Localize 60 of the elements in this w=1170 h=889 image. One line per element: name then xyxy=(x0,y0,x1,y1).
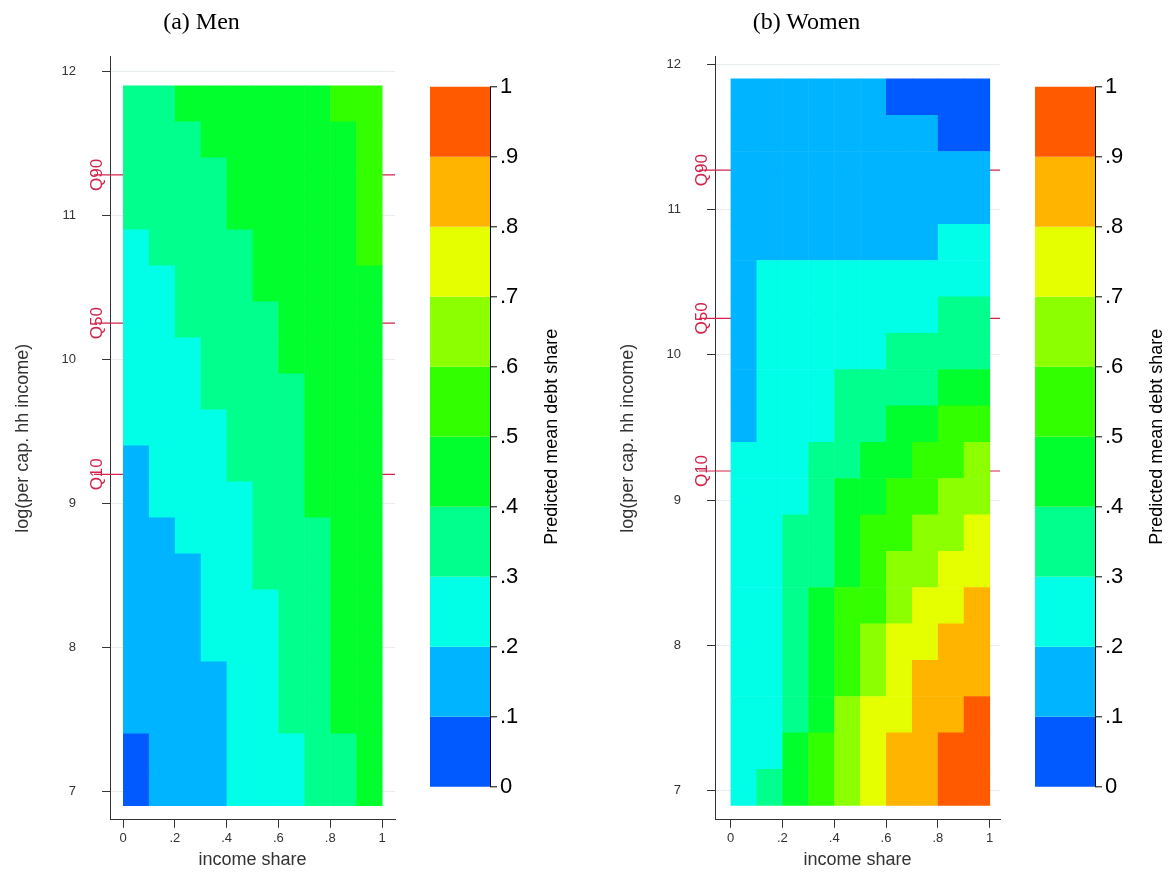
x-tick-label: 0 xyxy=(119,830,127,846)
ref-line-label: Q50 xyxy=(86,307,106,340)
x-tick-label: .2 xyxy=(169,830,181,846)
color-bar-label: .2 xyxy=(500,632,519,658)
color-bar-label: .6 xyxy=(500,352,519,378)
y-tick-label: 12 xyxy=(61,62,77,78)
x-tick-label: .8 xyxy=(932,830,944,846)
color-bar-label: .1 xyxy=(500,702,519,728)
color-bar-label: .9 xyxy=(500,142,519,168)
x-tick-label: .4 xyxy=(221,830,233,846)
y-tick-label: 9 xyxy=(68,494,77,510)
y-tick-label: 11 xyxy=(667,200,682,216)
y-tick-label: 7 xyxy=(68,782,77,798)
ref-line-label: Q90 xyxy=(691,154,711,187)
x-tick-label: 1 xyxy=(378,830,386,846)
x-axis-title: income share xyxy=(803,849,912,870)
color-bar-label: .2 xyxy=(1105,632,1124,658)
color-bar-label: .9 xyxy=(1105,142,1124,168)
y-tick-label: 10 xyxy=(666,346,682,362)
ref-line-label: Q10 xyxy=(86,458,106,491)
y-tick-label: 12 xyxy=(666,55,682,71)
x-tick-label: .2 xyxy=(776,830,788,846)
color-bar-label: .8 xyxy=(500,212,519,238)
y-axis-title: log(per cap. hh income) xyxy=(11,343,32,533)
y-tick-label: 11 xyxy=(62,206,77,222)
color-bar-label: .7 xyxy=(1105,282,1124,308)
x-tick-label: 1 xyxy=(986,830,994,846)
chart-title: (b) Women xyxy=(752,7,861,34)
x-tick-label: .8 xyxy=(324,830,336,846)
x-tick-label: .4 xyxy=(828,830,840,846)
color-bar-label: .4 xyxy=(1105,492,1124,518)
color-bar-label: .6 xyxy=(1105,352,1124,378)
x-tick-label: .6 xyxy=(880,830,892,846)
color-bar-label: 0 xyxy=(1105,772,1118,798)
ref-line-label: Q50 xyxy=(691,302,711,335)
x-tick-label: .6 xyxy=(273,830,284,846)
color-bar-label: .3 xyxy=(1105,562,1124,588)
color-bar-label: .7 xyxy=(500,282,519,308)
color-bar-label: 1 xyxy=(500,72,513,98)
x-axis-title: income share xyxy=(198,849,307,870)
color-bar-label: .1 xyxy=(1105,702,1124,728)
color-bar-label: .3 xyxy=(500,562,519,588)
color-bar-title: Predicted mean debt share xyxy=(1145,328,1166,545)
chart-title: (a) Men xyxy=(163,7,240,34)
y-axis-title: log(per cap. hh income) xyxy=(616,343,637,533)
color-bar-label: .5 xyxy=(1105,422,1124,448)
color-bar-label: 1 xyxy=(1105,72,1118,98)
y-tick-label: 8 xyxy=(68,638,77,654)
color-bar-title: Predicted mean debt share xyxy=(540,328,561,545)
y-tick-label: 8 xyxy=(673,636,682,652)
x-tick-label: 0 xyxy=(726,830,735,846)
ref-line-label: Q10 xyxy=(691,454,711,488)
color-bar-label: .4 xyxy=(500,492,519,518)
color-bar-label: .5 xyxy=(500,422,519,448)
ref-line-label: Q90 xyxy=(86,158,106,191)
color-bar-label: 0 xyxy=(500,772,513,798)
y-tick-label: 9 xyxy=(673,491,682,507)
color-bar-label: .8 xyxy=(1105,212,1124,238)
y-tick-label: 7 xyxy=(673,782,682,798)
y-tick-label: 10 xyxy=(61,350,77,366)
